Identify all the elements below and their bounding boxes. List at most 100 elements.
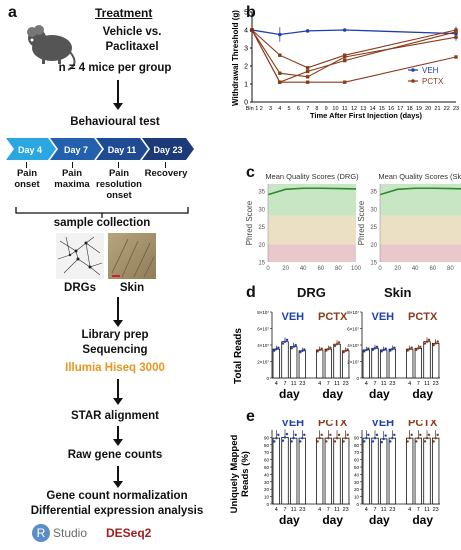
c-ytick-label: 25 (370, 225, 377, 231)
drgs-label: DRGs (64, 282, 96, 294)
bar-ytick-label: 40 (264, 472, 270, 477)
rstudio-logo: R (32, 524, 50, 542)
star-alignment: STAR alignment (71, 410, 159, 422)
bar-dot (371, 440, 375, 443)
bar-group-pctx: PCTX (318, 420, 348, 429)
timeline-label-0: Pain onset (14, 168, 40, 190)
bar-dot (427, 433, 431, 437)
sample-collection: sample collection (53, 217, 151, 229)
b-series-line (251, 29, 457, 36)
b-data-point (454, 35, 458, 39)
bar-xtick-label: 11 (334, 507, 340, 513)
b-xtick-label: 16 (388, 106, 394, 112)
b-xtick-label: 11 (342, 106, 348, 112)
mapped-reads-charts: Uniquely Mapped Reads (%) 01020304050607… (230, 420, 440, 527)
bar-dot (415, 348, 418, 351)
bar-dot (408, 436, 411, 440)
b-data-point (454, 55, 458, 59)
bar (341, 437, 350, 505)
bar (298, 437, 307, 505)
c-ylabel: Phred Score (357, 200, 366, 245)
bar-xtick-label: 7 (327, 507, 330, 513)
bar-dot (384, 347, 387, 350)
bar-dot (344, 349, 347, 352)
bar (324, 348, 333, 379)
bar-xtick-label: 4 (275, 507, 278, 513)
bar-day-label: day (322, 513, 343, 527)
bar-group-veh: VEH (371, 311, 394, 323)
bar-dot (285, 432, 289, 436)
arrow-down (113, 379, 123, 405)
bar-day-label: day (412, 513, 433, 527)
bar-xtick-label: 23 (433, 507, 439, 513)
bar (414, 347, 423, 379)
bar-dot (373, 347, 377, 350)
bar-ytick-label: 8×10⁷ (347, 310, 359, 315)
bar-xtick-label: 23 (343, 381, 349, 387)
b-ytick-label: 2 (244, 64, 248, 71)
b-data-point (305, 29, 310, 33)
d-ylabel: Total Reads (233, 328, 244, 384)
bar-dot (389, 349, 392, 352)
bar-ytick-label: 2×10⁷ (347, 360, 359, 365)
b-xtick-label: 23 (453, 106, 459, 112)
bar-dot (432, 343, 435, 347)
bar (315, 349, 324, 379)
b-ytick-label: 4 (244, 28, 248, 35)
bar-dot (425, 436, 429, 440)
bar-dot (316, 350, 319, 353)
bar-xtick-label: 23 (389, 381, 395, 387)
bar-ytick-label: 60 (264, 458, 270, 463)
bar-dot (380, 440, 383, 444)
bar-dot (329, 346, 332, 349)
bar-dot (290, 440, 293, 443)
treatment-line-1: Vehicle vs. (102, 26, 162, 38)
library-prep: Library prep (81, 329, 149, 341)
c-xtick-label: 20 (282, 266, 289, 272)
b-xtick-label: 5 (288, 106, 291, 112)
bar-dot (434, 436, 437, 440)
b-data-point (305, 75, 310, 79)
c-ylabel: Phred Score (245, 200, 254, 245)
bar-dot (325, 349, 328, 352)
bar-dot (320, 433, 323, 437)
bar-dot (417, 347, 420, 350)
bar-xtick-label: 7 (327, 381, 330, 387)
bar (431, 342, 440, 379)
panel-letter-d: d (246, 284, 256, 301)
bar-xtick-label: 11 (381, 507, 387, 513)
bar-ytick-label: 10 (264, 495, 270, 500)
bar-xtick-label: 7 (373, 381, 376, 387)
chevron-day7 (50, 138, 102, 160)
c-band-ok (380, 215, 461, 245)
bar-ytick-label: 4×10⁷ (257, 343, 269, 348)
bar-dot (365, 436, 368, 440)
bar (414, 437, 423, 505)
bar-ytick-label: 80 (264, 443, 270, 448)
bar-group-veh: VEH (281, 311, 304, 323)
arrow-down (113, 466, 123, 488)
bar-dot (425, 340, 429, 343)
c-chart-title: Mean Quality Scores (Skin) (378, 172, 461, 181)
bar (388, 437, 397, 505)
bar-xtick-label: 23 (389, 507, 395, 513)
bar-dot (275, 347, 278, 351)
c-xtick-label: 0 (266, 266, 270, 272)
mouse-icon (27, 25, 76, 71)
bar-xtick-label: 4 (408, 507, 411, 513)
bar-dot (342, 350, 345, 354)
bar-dot (391, 347, 394, 351)
c-quality-line (379, 187, 461, 196)
bar-xtick-label: 7 (283, 507, 286, 513)
b-legend-pctx: PCTX (422, 77, 444, 86)
bar-day-label: day (322, 387, 343, 401)
bar-xtick-label: 11 (424, 507, 430, 513)
bar-ytick-label: 0 (356, 502, 359, 507)
b-data-point (454, 30, 458, 34)
bar-dot (363, 440, 366, 443)
c-ytick-label: 20 (370, 243, 377, 249)
bar-dot (436, 340, 439, 343)
bar-xtick-label: 4 (275, 381, 278, 387)
bar (405, 348, 414, 379)
d-title-skin: Skin (384, 285, 412, 300)
